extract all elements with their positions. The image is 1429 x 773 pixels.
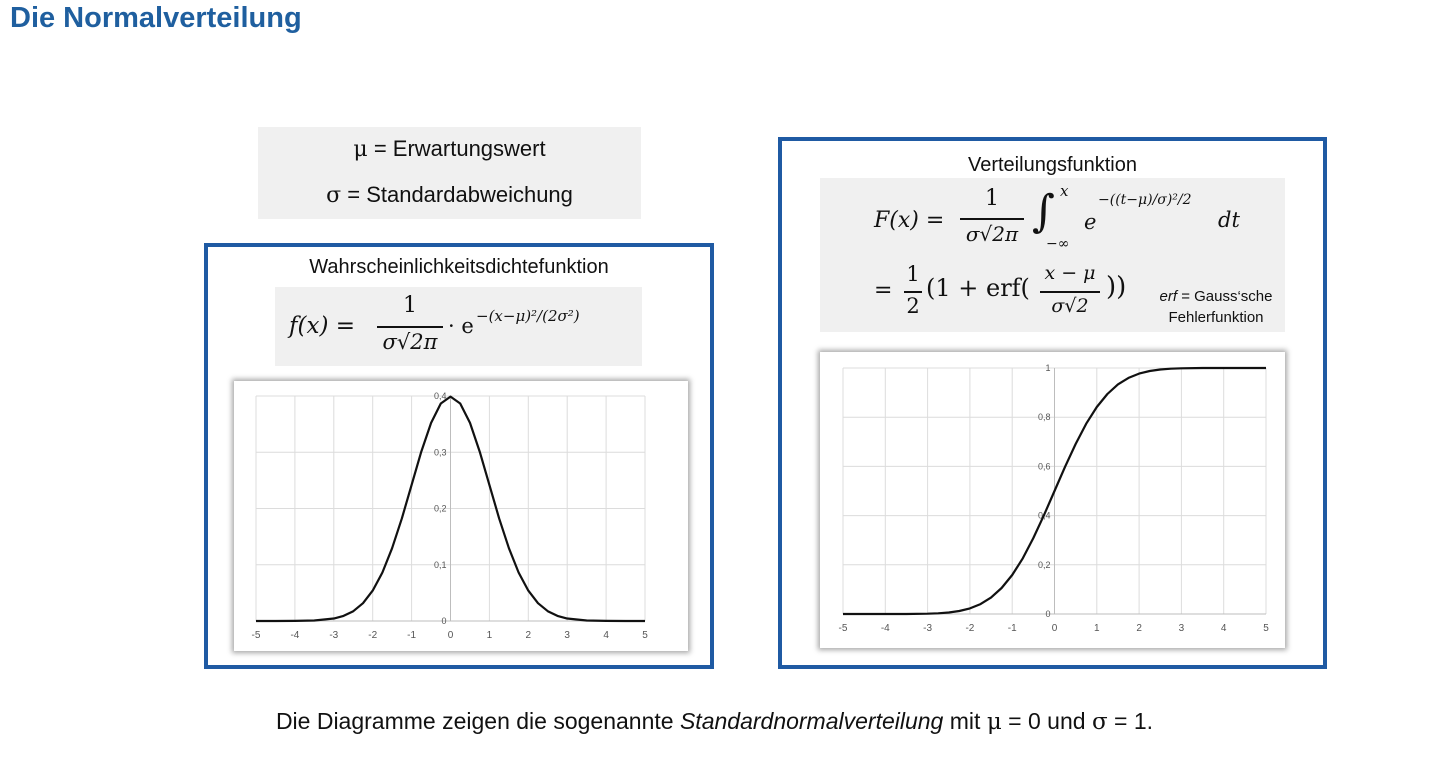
density-chart-svg: -5 -4 -3 -2 -1 0 1 2 3 4 5 0 0,1 0,2 0,3 0,4 [252,391,649,641]
erf-body: (1 + erf( [926,274,1030,302]
x-tick-label: 3 [564,630,570,641]
cdf-denominator: σ√2π [965,222,1019,246]
half-numerator: 1 [906,262,920,286]
integral-lower: −∞ [1046,236,1070,252]
y-tick-label: 0,8 [1038,412,1051,422]
density-fraction: 1 σ√2π [375,293,445,363]
erf-argument-denominator: σ√2 [1051,295,1089,317]
x-tick-label: 1 [487,630,493,641]
caption-italic: Standardnormalverteilung [679,708,944,734]
erf-note-line1: erf = Gauss‘sche [1146,286,1286,307]
density-fraction-bar [377,326,443,328]
x-tick-label: 5 [642,630,648,641]
y-tick-label: 0,4 [434,391,447,401]
y-tick-label: 0 [1045,609,1050,619]
x-tick-label: 4 [603,630,609,641]
cdf-title: Verteilungsfunktion [967,154,1137,176]
legend-mu: μ = Erwartungswert [258,136,641,162]
x-tick-label: 5 [1263,623,1269,634]
caption: Die Diagramme zeigen die sogenannte Stan… [0,708,1429,735]
erf-close: )) [1106,272,1127,302]
caption-before: Die Diagramme zeigen die sogenannte [275,708,674,734]
caption-mu-value: = 0 und [1008,708,1086,734]
density-panel: Wahrscheinlichkeitsdichtefunktion f(x) =… [204,243,714,669]
half-denominator: 2 [906,294,920,318]
density-exponent: −(x−μ)²/(2σ²) [476,307,580,325]
erf-note-text: = Gauss‘sche [1181,288,1273,305]
half-fraction: 1 2 [902,262,924,322]
mu-description: = Erwartungswert [373,136,546,161]
caption-sigma: σ [1091,709,1108,735]
page-title: Die Normalverteilung [10,2,302,34]
sigma-description: = Standardabweichung [347,182,573,207]
x-tick-label: -1 [1008,623,1017,634]
x-tick-label: 0 [1052,623,1058,634]
density-lhs: f(x) = [289,313,356,339]
half-bar [904,291,922,293]
y-tick-label: 0,2 [434,504,447,514]
mu-symbol: μ [353,137,368,162]
density-formula: f(x) = 1 σ√2π · e −(x−μ)²/(2σ²) [275,287,642,366]
x-tick-label: 2 [1136,623,1142,634]
x-tick-label: -4 [290,630,299,641]
cdf-chart-svg: -5 -4 -3 -2 -1 0 1 2 3 4 500,20,40,60,81 [839,363,1270,634]
x-tick-label: -3 [329,630,338,641]
erf-argument-bar [1040,291,1100,293]
parameter-legend: μ = Erwartungswert σ = Standardabweichun… [258,127,641,219]
caption-mu: μ [986,709,1002,735]
x-tick-label: -1 [407,630,416,641]
x-tick-label: -4 [881,623,890,634]
x-tick-label: 2 [526,630,532,641]
legend-sigma: σ = Standardabweichung [258,182,641,208]
cdf-chart: -5 -4 -3 -2 -1 0 1 2 3 4 5 0 0,2 0,4 0,6 0,8 1 [820,352,1285,648]
y-tick-label: 0,3 [434,447,447,457]
cdf-panel: Verteilungsfunktion F(x) = 1 σ√2π ∫ x −∞… [778,137,1327,669]
cdf-fraction-bar [960,218,1024,220]
series-line [256,395,645,623]
y-tick-label: 0,2 [1038,560,1051,570]
cdf-exponent: −((t−μ)/σ)²/2 [1098,192,1192,208]
series-line [843,366,1266,616]
density-numerator: 1 [403,293,417,318]
density-exp-base: · e [448,314,474,338]
x-tick-label: 3 [1179,623,1185,634]
y-tick-label: 0,6 [1038,461,1051,471]
x-tick-label: -5 [839,623,848,634]
integral-sign: ∫ [1032,186,1055,237]
integral-upper: x [1060,182,1069,200]
y-tick-label: 0 [441,616,446,626]
x-tick-label: 0 [448,630,454,641]
caption-sigma-value: = 1. [1114,708,1154,734]
x-tick-label: 1 [1094,623,1100,634]
cdf-second-equals: = [874,278,893,303]
x-tick-label: -2 [368,630,377,641]
x-tick-label: -3 [923,623,932,634]
sigma-symbol: σ [326,183,342,208]
erf-note: erf = Gauss‘sche Fehlerfunktion [1146,286,1286,328]
erf-note-abbr: erf [1159,288,1178,305]
cdf-numerator: 1 [985,186,999,211]
erf-argument-numerator: x − μ [1044,262,1096,284]
density-chart: -5 -4 -3 -2 -1 0 1 2 3 4 5 0 0,1 0,2 0,3 0,4 [234,381,688,651]
cdf-exp-base: e [1084,210,1097,234]
x-tick-label: -5 [252,630,261,641]
density-denominator: σ√2π [382,330,438,354]
cdf-lhs: F(x) = [874,208,945,233]
x-tick-label: -2 [965,623,974,634]
erf-note-line2: Fehlerfunktion [1168,309,1264,326]
cdf-formula: F(x) = 1 σ√2π ∫ x −∞ e −((t−μ)/σ)²/2 dt … [820,178,1285,332]
cdf-fraction: 1 σ√2π [958,186,1026,256]
y-tick-label: 1 [1045,363,1050,373]
density-title: Wahrscheinlichkeitsdichtefunktion [309,256,609,278]
erf-argument-fraction: x − μ σ√2 [1038,262,1102,326]
cdf-dt: dt [1218,208,1240,232]
y-tick-label: 0,1 [434,560,447,570]
caption-mid: mit [949,708,981,734]
x-tick-label: 4 [1221,623,1227,634]
